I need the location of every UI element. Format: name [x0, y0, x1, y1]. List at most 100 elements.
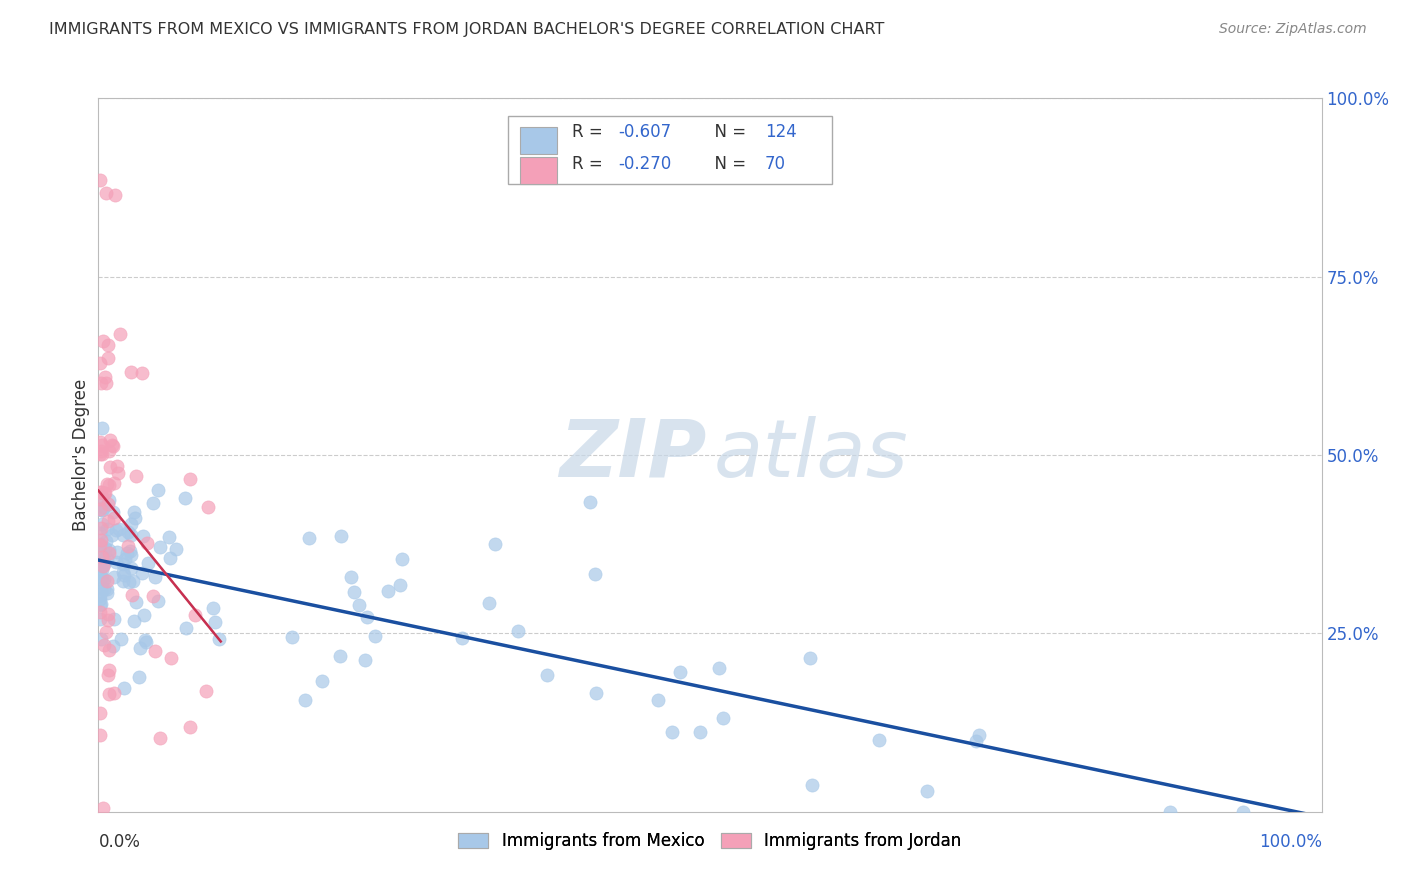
Point: [484, 536, 506, 550]
Point: [117, 525, 139, 540]
Point: [91, 550, 114, 565]
Text: R =: R =: [572, 155, 607, 173]
Point: [93, 557, 115, 571]
Text: ZIP: ZIP: [560, 416, 706, 494]
Point: [94, 534, 117, 549]
Point: [298, 531, 321, 545]
Point: [135, 635, 157, 649]
Point: [97, 338, 120, 352]
Point: [451, 631, 474, 645]
Point: [101, 438, 124, 452]
Point: [174, 621, 197, 635]
Point: [165, 542, 187, 557]
Point: [478, 596, 501, 610]
Point: [120, 549, 142, 563]
Point: [93, 572, 115, 586]
Point: [108, 522, 131, 536]
Point: [97, 613, 120, 627]
Point: [90, 632, 112, 646]
Point: [96, 574, 118, 588]
Point: [391, 552, 413, 566]
Point: [1232, 805, 1254, 819]
Point: [356, 609, 378, 624]
Point: [103, 612, 125, 626]
Point: [967, 728, 990, 742]
Point: [294, 693, 316, 707]
Point: [125, 595, 148, 609]
Point: [101, 640, 124, 654]
Point: [91, 563, 114, 577]
Point: [91, 558, 114, 573]
Point: [89, 565, 111, 579]
Point: [103, 686, 125, 700]
Point: [90, 376, 112, 390]
Point: [107, 466, 129, 480]
Point: [146, 594, 169, 608]
Point: [112, 528, 135, 542]
Point: [104, 556, 127, 570]
Point: [101, 528, 124, 542]
Point: [112, 568, 135, 582]
Point: [661, 724, 683, 739]
Point: [91, 334, 114, 348]
Point: [90, 443, 112, 458]
FancyBboxPatch shape: [520, 127, 557, 153]
Point: [96, 522, 118, 536]
Point: [689, 724, 711, 739]
Point: [96, 476, 118, 491]
Point: [160, 651, 183, 665]
Point: [281, 630, 304, 644]
Point: [647, 693, 669, 707]
Point: [120, 560, 142, 574]
Point: [179, 720, 201, 734]
Point: [94, 625, 117, 640]
Point: [915, 783, 938, 797]
Point: [194, 684, 217, 698]
Point: [96, 607, 118, 621]
Text: 70: 70: [765, 155, 786, 173]
Point: [90, 503, 112, 517]
Point: [90, 584, 112, 599]
Point: [377, 583, 399, 598]
Point: [134, 633, 156, 648]
Point: [868, 732, 890, 747]
Point: [136, 535, 159, 549]
Point: [142, 590, 165, 604]
Point: [128, 670, 150, 684]
Point: [103, 475, 125, 490]
Point: [114, 552, 136, 566]
Point: [112, 681, 135, 695]
Point: [179, 472, 201, 486]
Text: N =: N =: [704, 123, 751, 141]
Point: [90, 536, 112, 550]
Point: [105, 544, 128, 558]
Point: [329, 528, 352, 542]
Point: [90, 572, 112, 586]
Point: [97, 351, 120, 366]
Point: [108, 326, 131, 341]
Point: [93, 551, 115, 566]
Point: [149, 731, 172, 746]
Point: [347, 598, 370, 612]
Point: [89, 173, 111, 187]
Point: [94, 370, 117, 384]
Point: [93, 801, 115, 815]
Point: [98, 460, 121, 475]
Point: [197, 500, 219, 514]
Point: [89, 434, 111, 449]
Point: [111, 557, 134, 571]
Point: [204, 615, 226, 629]
Y-axis label: Bachelor's Degree: Bachelor's Degree: [72, 379, 90, 531]
Point: [89, 588, 111, 602]
Text: 124: 124: [765, 123, 797, 141]
Point: [96, 582, 118, 596]
Point: [89, 556, 111, 570]
Legend: Immigrants from Mexico, Immigrants from Jordan: Immigrants from Mexico, Immigrants from …: [451, 826, 969, 857]
Point: [89, 356, 111, 370]
Point: [89, 553, 111, 567]
Point: [89, 447, 111, 461]
Point: [93, 500, 115, 514]
Point: [93, 638, 115, 652]
Text: 0.0%: 0.0%: [98, 833, 141, 851]
Point: [202, 601, 225, 615]
